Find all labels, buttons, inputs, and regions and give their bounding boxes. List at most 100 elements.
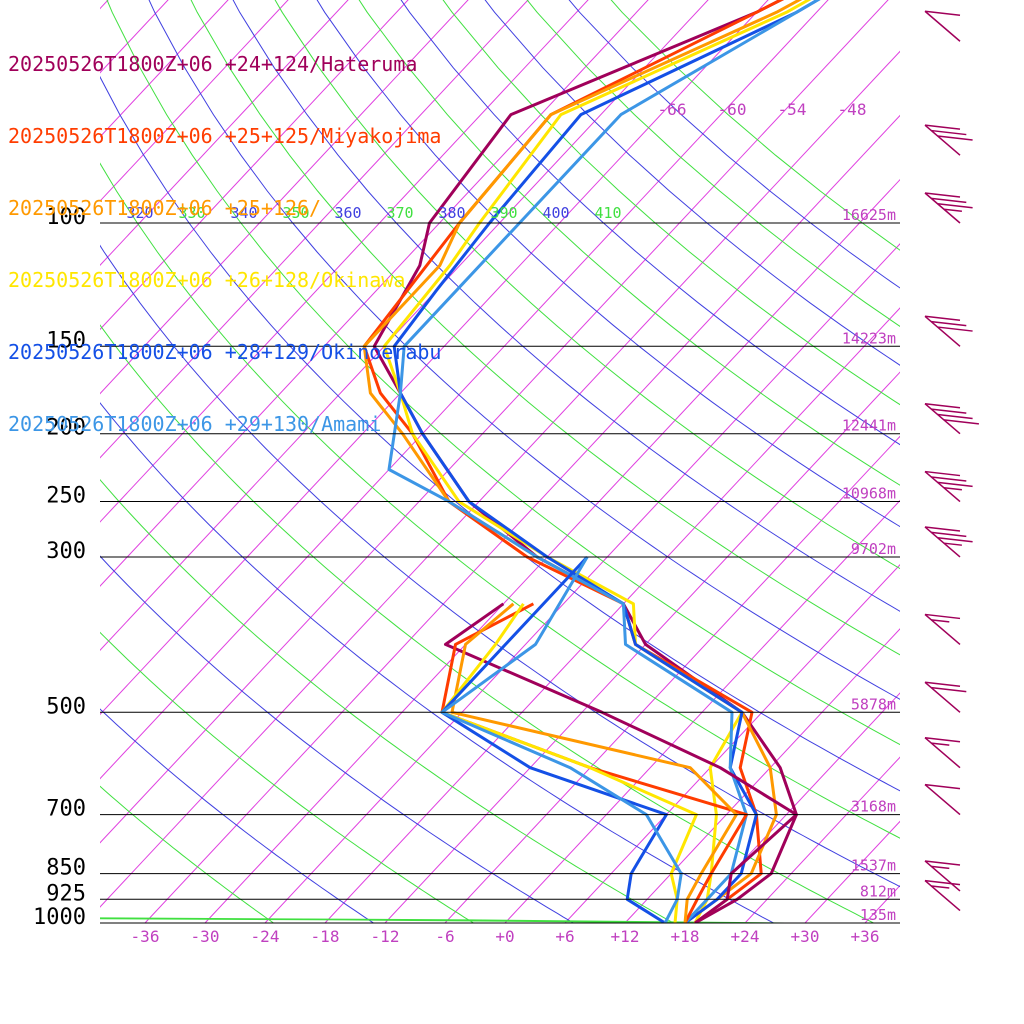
upper-temp-label: -66 <box>658 100 687 119</box>
dry-adiabat-line <box>526 0 900 327</box>
dry-adiabat-line <box>100 785 275 923</box>
theta-label: 370 <box>386 204 413 222</box>
isotherm-line <box>100 0 889 844</box>
isotherm-line <box>144 114 900 923</box>
pressure-label: 850 <box>46 856 86 881</box>
legend-entry-miyakojima: 20250526T1800Z+06 +25+125/Miyakojima <box>8 124 442 148</box>
upper-temp-label: -48 <box>838 100 867 119</box>
isotherm-line <box>100 0 229 138</box>
pressure-label: 200 <box>46 416 86 441</box>
height-label: 14223m <box>842 329 896 347</box>
isotherm-line <box>100 0 169 74</box>
temp-tick-label: -6 <box>435 927 454 946</box>
theta-label: 320 <box>126 204 153 222</box>
dry-adiabat-line <box>610 0 900 251</box>
upper-temp-label: -60 <box>718 100 747 119</box>
isotherm-line <box>384 371 900 923</box>
isotherm-line <box>100 0 469 395</box>
dry-adiabat-line <box>100 479 675 923</box>
temperature-profile-line <box>387 0 821 923</box>
wind-barb <box>924 860 961 892</box>
wind-barb <box>924 470 973 503</box>
temperature-profile-line <box>392 0 821 923</box>
wind-barb <box>924 192 973 224</box>
theta-label: 380 <box>438 204 465 222</box>
isotherm-line <box>100 0 349 266</box>
isotherm-line <box>324 307 900 923</box>
isotherm-line <box>264 243 900 923</box>
pressure-label: 700 <box>46 797 86 822</box>
pressure-label: 250 <box>46 484 86 509</box>
legend-entry-amami: 20250526T1800Z+06 +29+130/Amami <box>8 412 382 436</box>
legend-entry-okinoerabu: 20250526T1800Z+06 +28+129/Okinoerabu <box>8 340 442 364</box>
wind-barb <box>924 124 973 156</box>
isotherm-line <box>100 0 829 780</box>
pressure-label: 925 <box>46 881 86 906</box>
isotherm-line <box>100 0 589 523</box>
isotherm-line <box>100 0 709 652</box>
height-label: 5878m <box>851 695 896 713</box>
legend: 20250526T1800Z+06 +24+124/Hateruma 20250… <box>8 4 441 460</box>
legend-entry-unnamed: 20250526T1800Z+06 +25+126/ <box>8 196 322 220</box>
temp-tick-label: -24 <box>251 927 280 946</box>
isotherm-line <box>444 435 900 923</box>
theta-label: 410 <box>594 204 621 222</box>
temp-tick-label: +0 <box>495 927 514 946</box>
temp-tick-label: +24 <box>731 927 760 946</box>
temperature-profile-line <box>382 0 812 923</box>
temp-tick-label: -36 <box>131 927 160 946</box>
theta-label: 350 <box>282 204 309 222</box>
temp-tick-label: -30 <box>191 927 220 946</box>
wind-barb <box>924 402 979 435</box>
theta-label: 340 <box>230 204 257 222</box>
height-label: 10968m <box>842 485 896 503</box>
dewpoint-profile-line <box>440 602 748 923</box>
height-label: 3168m <box>851 798 896 816</box>
isotherm-line <box>100 0 289 202</box>
isotherm-line <box>624 628 900 923</box>
height-label: 12441m <box>842 417 896 435</box>
wind-barb <box>924 783 961 816</box>
wind-barb <box>924 613 961 646</box>
height-label: 135m <box>860 906 896 924</box>
pressure-label: 300 <box>46 539 86 564</box>
dewpoint-profile-line <box>444 602 798 923</box>
dry-adiabat-line <box>100 555 575 923</box>
temp-tick-label: -12 <box>371 927 400 946</box>
wind-barb <box>924 526 973 558</box>
pressure-label: 100 <box>46 205 86 230</box>
wind-barb <box>924 10 961 42</box>
pressure-label: 500 <box>46 694 86 719</box>
isotherm-line <box>100 0 529 459</box>
theta-label: 330 <box>178 204 205 222</box>
isotherm-line <box>100 0 409 331</box>
wind-barb <box>924 736 961 769</box>
temp-tick-label: +36 <box>851 927 880 946</box>
theta-label: 360 <box>334 204 361 222</box>
pressure-label: 1000 <box>33 905 86 930</box>
wind-barb <box>924 681 967 713</box>
wind-barb <box>924 315 973 347</box>
legend-entry-hateruma: 20250526T1800Z+06 +24+124/Hateruma <box>8 52 418 76</box>
temp-tick-label: +12 <box>611 927 640 946</box>
isotherm-line <box>100 0 649 587</box>
height-label: 9702m <box>851 540 896 558</box>
pressure-label: 150 <box>46 328 86 353</box>
isotherm-line <box>804 820 900 923</box>
isotherm-line <box>684 692 900 923</box>
dewpoint-profile-line <box>450 602 738 923</box>
theta-label: 390 <box>490 204 517 222</box>
isotherm-line <box>204 178 900 923</box>
height-label: 1537m <box>851 857 896 875</box>
wind-barb <box>924 879 961 912</box>
moist-adiabat-line <box>100 917 786 923</box>
temp-tick-label: +6 <box>555 927 574 946</box>
temp-tick-label: +30 <box>791 927 820 946</box>
legend-entry-okinawa: 20250526T1800Z+06 +26+128/Okinawa <box>8 268 406 292</box>
isotherm-line <box>0 0 2 923</box>
dry-adiabat-line <box>100 631 475 923</box>
dewpoint-profile-line <box>440 556 683 923</box>
height-label: 812m <box>860 882 896 900</box>
isotherm-line <box>100 50 900 908</box>
